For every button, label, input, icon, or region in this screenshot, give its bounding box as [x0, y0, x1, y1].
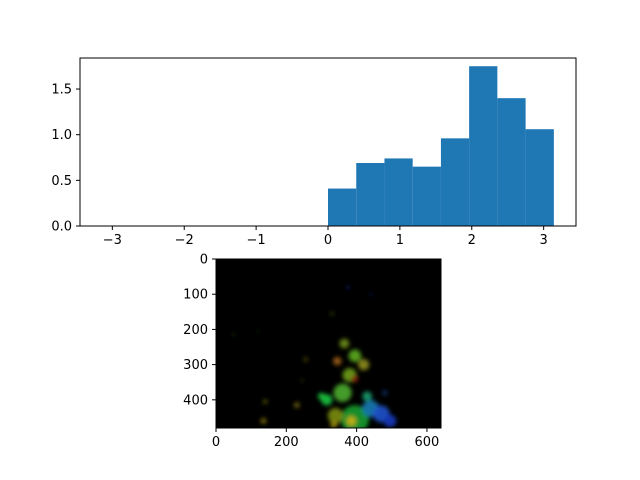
histogram-x-tick-label: 2 — [468, 233, 476, 248]
image-y-tick-label: 300 — [183, 358, 208, 373]
histogram-y-tick-label: 1.0 — [51, 128, 72, 143]
histogram-y-tick-label: 1.5 — [51, 83, 72, 98]
image-frame — [215, 258, 442, 429]
histogram-bar-5 — [469, 66, 498, 226]
histogram-bar-0 — [328, 188, 357, 226]
image-blob-19 — [260, 418, 267, 424]
histogram-y-ticks: 0.0 0.5 1.0 1.5 — [51, 83, 80, 235]
histogram-x-tick-label: 1 — [396, 233, 404, 248]
histogram-x-tick-label: −1 — [247, 233, 266, 248]
image-y-tick-label: 0 — [200, 253, 208, 268]
histogram-bar-3 — [412, 166, 441, 226]
image-blob-8 — [351, 375, 359, 383]
image-blob-22 — [345, 285, 350, 290]
histogram-bar-6 — [497, 98, 526, 226]
image-x-tick-label: 600 — [415, 435, 440, 450]
image-x-ticks: 0 200 400 600 — [212, 428, 439, 450]
histogram-bars — [328, 66, 554, 226]
histogram-x-ticks: −3 −2 −1 0 1 2 3 — [103, 226, 548, 248]
image-blob-13 — [383, 414, 397, 428]
histogram-x-tick-label: 0 — [324, 233, 332, 248]
histogram-y-tick-label: 0.0 — [51, 220, 72, 235]
histogram-x-tick-label: −2 — [175, 233, 194, 248]
histogram-bar-1 — [356, 163, 385, 226]
image-blob-24 — [231, 332, 236, 337]
image-blob-17 — [294, 402, 300, 408]
image-blob-15 — [346, 416, 357, 426]
image-blob-26 — [300, 378, 304, 383]
image-blobs — [231, 285, 397, 428]
histogram-axes: −3 −2 −1 0 1 2 3 0.0 0.5 1.0 1.5 — [51, 57, 577, 248]
image-x-tick-label: 200 — [274, 435, 299, 450]
image-y-tick-label: 400 — [183, 393, 208, 408]
image-axes: 0 200 400 600 0 100 200 300 400 — [183, 253, 442, 450]
image-blob-7 — [333, 356, 342, 366]
image-blob-10 — [317, 392, 325, 400]
image-blob-23 — [368, 292, 373, 296]
histogram-x-tick-label: 3 — [540, 233, 548, 248]
image-blob-6 — [358, 359, 370, 371]
image-blob-21 — [329, 311, 335, 316]
histogram-y-tick-label: 0.5 — [51, 174, 72, 189]
image-y-ticks: 0 100 200 300 400 — [183, 253, 216, 408]
image-blob-27 — [381, 389, 388, 396]
image-x-tick-label: 400 — [344, 435, 369, 450]
image-blob-2 — [333, 383, 352, 402]
image-blob-25 — [256, 329, 260, 333]
histogram-bar-7 — [525, 129, 554, 226]
image-blob-4 — [348, 349, 362, 363]
image-blob-14 — [362, 391, 373, 402]
histogram-x-tick-label: −3 — [103, 233, 122, 248]
image-y-tick-label: 100 — [183, 288, 208, 303]
histogram-bar-4 — [440, 138, 470, 226]
image-blob-18 — [263, 399, 268, 404]
image-y-tick-label: 200 — [183, 323, 208, 338]
image-blob-5 — [339, 338, 350, 349]
histogram-bar-2 — [384, 158, 413, 226]
image-blob-16 — [330, 420, 338, 428]
image-blob-20 — [303, 357, 308, 362]
image-blob-1 — [327, 407, 344, 424]
image-x-tick-label: 0 — [212, 435, 220, 450]
